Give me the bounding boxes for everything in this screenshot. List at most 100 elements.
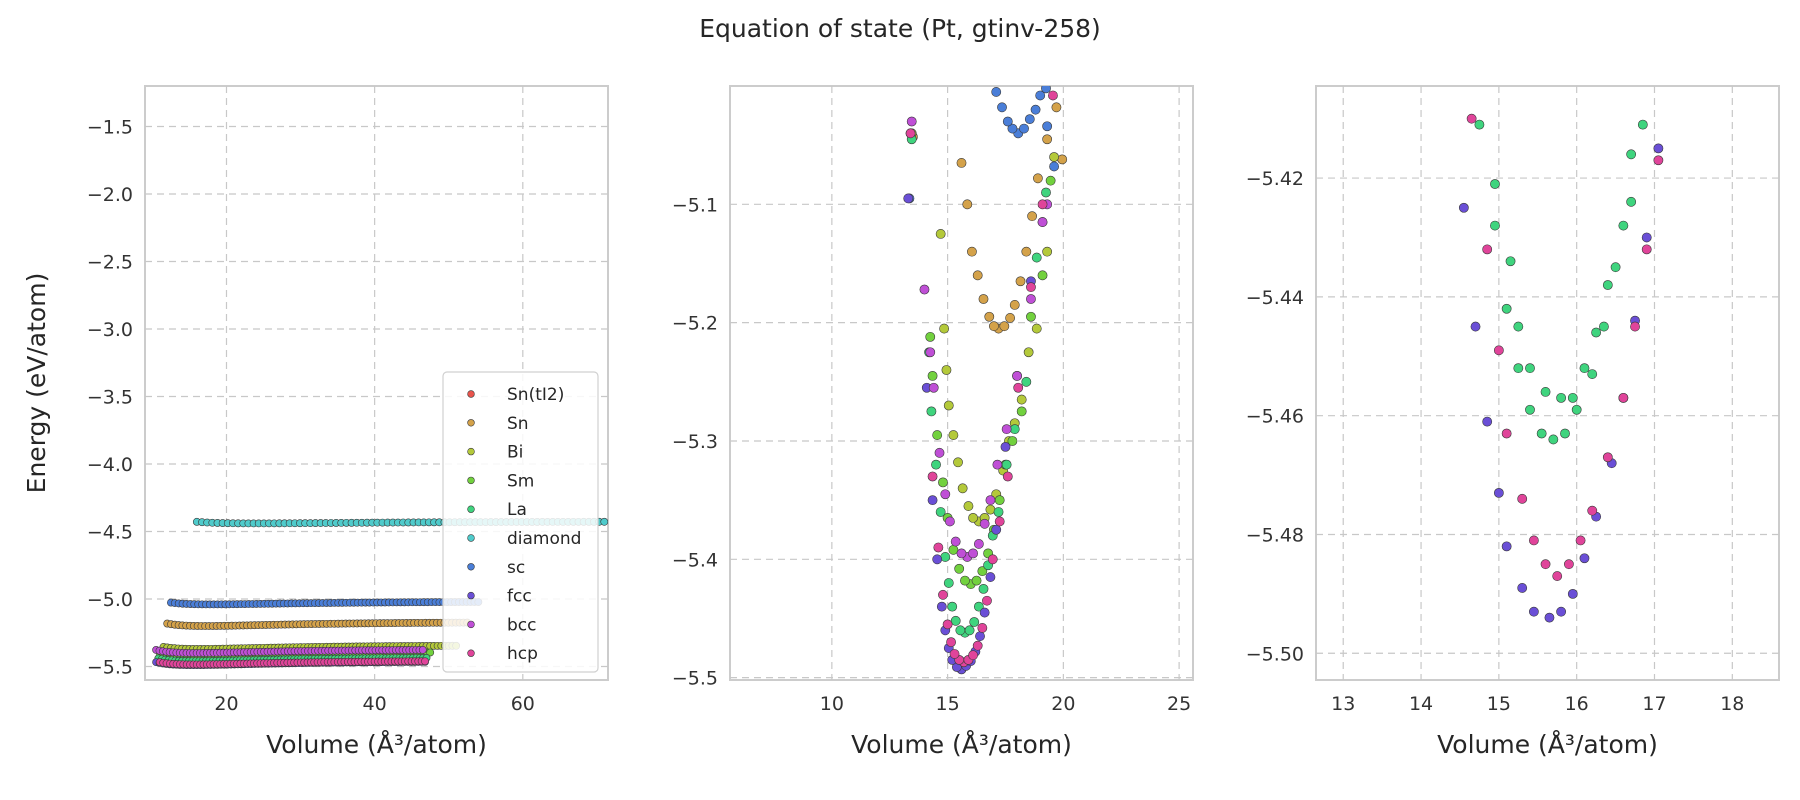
point-bi xyxy=(953,457,963,468)
x-tick-label: 15 xyxy=(936,693,960,715)
point-bcc xyxy=(418,646,427,654)
point-sn xyxy=(1051,102,1062,113)
y-tick-label: −5.2 xyxy=(672,313,718,335)
point-sc xyxy=(991,87,1002,97)
legend-item-sc: sc xyxy=(467,558,525,578)
point-sm xyxy=(1045,175,1056,186)
point-sn xyxy=(1042,134,1053,145)
point-hcp xyxy=(933,542,944,553)
y-tick-label: −5.48 xyxy=(1246,524,1304,546)
point-la xyxy=(1571,404,1582,415)
point-sn xyxy=(1057,154,1068,165)
point-fcc xyxy=(936,601,947,612)
point-la xyxy=(1556,392,1567,403)
legend-marker xyxy=(467,649,475,657)
point-sm xyxy=(960,575,970,586)
point-sn xyxy=(1009,300,1020,310)
y-tick-label: −5.5 xyxy=(672,668,718,690)
point-bcc xyxy=(973,539,984,549)
point-sc xyxy=(1002,116,1013,127)
y-tick-label: −4.5 xyxy=(87,522,133,544)
legend-label: Sn(tI2) xyxy=(507,385,564,405)
point-hcp xyxy=(1602,452,1613,463)
point-bi xyxy=(948,430,959,440)
point-sm xyxy=(971,575,982,586)
point-la xyxy=(993,507,1004,517)
legend-marker xyxy=(467,563,475,571)
point-bcc xyxy=(925,347,936,358)
point-bcc xyxy=(956,548,967,559)
point-hcp xyxy=(421,657,429,666)
point-la xyxy=(1567,392,1578,403)
point-sn xyxy=(967,246,977,257)
point-sn xyxy=(1015,276,1026,287)
legend-item-fcc: fcc xyxy=(467,587,532,607)
y-tick-label: −5.50 xyxy=(1246,643,1304,665)
point-la xyxy=(978,583,989,594)
legend-label: Bi xyxy=(507,443,523,463)
point-bcc xyxy=(992,459,1003,470)
point-bi xyxy=(957,483,968,494)
point-sm xyxy=(954,563,965,574)
x-tick-label: 13 xyxy=(1331,693,1355,715)
point-hcp xyxy=(905,128,916,139)
point-bi xyxy=(963,501,974,511)
point-bi xyxy=(1049,152,1059,162)
y-tick-label: −5.44 xyxy=(1246,287,1304,309)
y-tick-label: −4.0 xyxy=(87,454,133,476)
point-la xyxy=(1513,321,1524,332)
point-sm xyxy=(938,477,948,488)
x-tick-label: 20 xyxy=(1051,693,1075,715)
point-fcc xyxy=(985,572,996,582)
point-sn xyxy=(984,311,995,322)
data-points xyxy=(152,517,608,670)
point-la xyxy=(940,552,951,562)
point-hcp xyxy=(1653,155,1664,166)
y-tick-label: −5.1 xyxy=(672,194,718,216)
point-sn xyxy=(978,294,989,304)
y-tick-label: −5.0 xyxy=(87,589,133,611)
point-bcc xyxy=(1026,294,1036,304)
point-bcc xyxy=(928,382,939,393)
point-sn xyxy=(1032,173,1043,184)
point-la xyxy=(1560,428,1570,439)
point-fcc xyxy=(1544,612,1555,623)
point-bcc xyxy=(950,536,961,547)
point-sm xyxy=(925,331,936,342)
point-la xyxy=(1525,363,1535,374)
legend-marker xyxy=(467,419,475,427)
point-bcc xyxy=(940,489,951,500)
y-tick-label: −1.5 xyxy=(87,117,133,139)
y-axis-label: Energy (eV/atom) xyxy=(22,273,51,494)
point-bi xyxy=(968,512,978,523)
point-la xyxy=(1579,363,1590,374)
point-hcp xyxy=(1552,571,1563,581)
point-sn xyxy=(989,321,999,332)
point-sm xyxy=(932,430,943,440)
point-bi xyxy=(939,323,950,334)
point-la xyxy=(1021,376,1032,387)
x-tick-label: 40 xyxy=(363,693,387,715)
point-la xyxy=(1610,262,1621,273)
panel-2: 10 15 20 25 −5.5 −5.4 −5.3 −5.2 −5.1 Volume (Å³/a… xyxy=(672,85,1194,759)
point-hcp xyxy=(1528,535,1539,546)
point-la xyxy=(1474,119,1485,130)
point-la xyxy=(1626,196,1637,207)
point-hcp xyxy=(1630,321,1640,332)
x-axis-label: Volume (Å³/atom) xyxy=(266,730,487,759)
point-sm xyxy=(1016,406,1027,417)
panel-3: 13 14 15 16 17 18 −5.50 −5.48 −5.46 −5.44 −5.42 Vol… xyxy=(1246,85,1780,759)
point-fcc xyxy=(1493,487,1504,498)
point-hcp xyxy=(1013,382,1024,393)
x-axis-label: Volume (Å³/atom) xyxy=(851,730,1072,759)
x-tick-label: 14 xyxy=(1409,693,1433,715)
point-la xyxy=(1548,434,1559,445)
point-fcc xyxy=(1653,143,1664,154)
data-points xyxy=(1458,113,1664,623)
point-bi xyxy=(943,400,954,411)
point-hcp xyxy=(982,595,992,606)
plot-area xyxy=(729,85,1194,681)
point-la xyxy=(1599,321,1609,332)
point-bcc xyxy=(1001,424,1012,435)
point-sm xyxy=(977,566,988,577)
